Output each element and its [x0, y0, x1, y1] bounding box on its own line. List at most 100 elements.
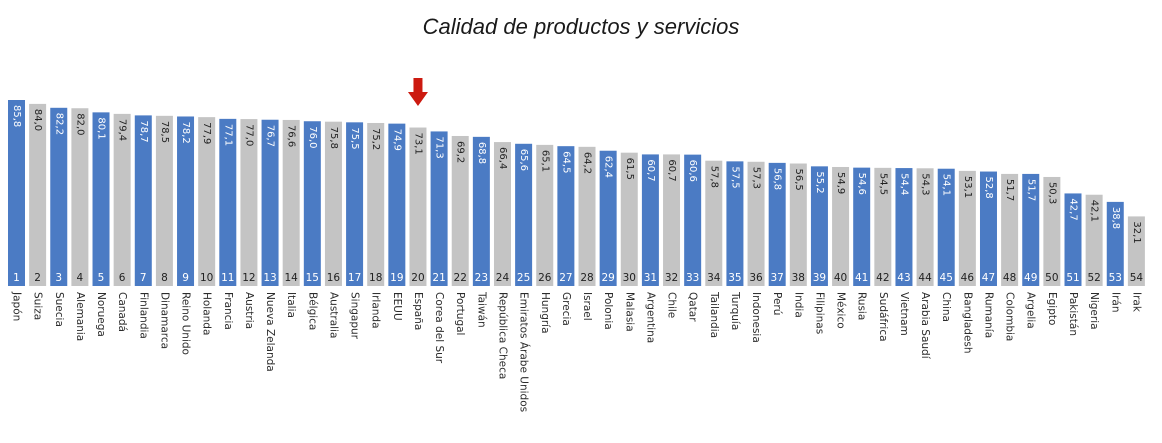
category-label: Corea del Sur [433, 292, 445, 364]
category-label: Qatar [687, 292, 699, 322]
bar [768, 162, 786, 286]
bar [641, 154, 659, 286]
category-label: Emiratos Árabe Unidos [518, 292, 531, 412]
bar [451, 135, 469, 286]
bar [240, 119, 258, 286]
bar [515, 143, 533, 286]
chart-title: Calidad de productos y servicios [422, 14, 740, 39]
value-label: 54,9 [835, 172, 846, 194]
value-label: 55,2 [814, 171, 825, 193]
rank-label: 35 [728, 272, 741, 284]
value-label: 50,3 [1046, 182, 1057, 204]
rank-label: 46 [961, 272, 975, 284]
category-label: Irán [1109, 292, 1121, 313]
rank-label: 1 [13, 272, 20, 284]
value-label: 32,1 [1131, 221, 1142, 243]
bar [726, 161, 744, 286]
rank-label: 38 [792, 272, 805, 284]
bar [895, 168, 913, 286]
rank-label: 18 [369, 272, 382, 284]
rank-label: 37 [770, 272, 783, 284]
rank-label: 2 [34, 272, 41, 284]
category-label: Hungría [539, 292, 551, 334]
rank-label: 10 [200, 272, 213, 284]
rank-label: 49 [1024, 272, 1037, 284]
category-label: Australia [327, 292, 339, 338]
bar [388, 123, 406, 286]
bar [874, 167, 892, 286]
rank-label: 6 [119, 272, 126, 284]
rank-label: 23 [475, 272, 488, 284]
rank-label: 17 [348, 272, 361, 284]
rank-label: 13 [263, 272, 276, 284]
bar [71, 108, 89, 287]
rank-label: 9 [182, 272, 189, 284]
rank-label: 39 [813, 272, 826, 284]
bar [1001, 173, 1019, 286]
bar [92, 112, 110, 286]
rank-label: 47 [982, 272, 995, 284]
rank-label: 20 [411, 272, 424, 284]
value-label: 57,5 [729, 166, 740, 188]
value-label: 69,2 [455, 141, 466, 163]
value-label: 56,8 [772, 168, 783, 190]
value-label: 54,5 [877, 173, 888, 195]
value-label: 56,5 [793, 169, 804, 191]
rank-label: 40 [834, 272, 847, 284]
value-label: 66,4 [497, 147, 508, 169]
rank-label: 54 [1130, 272, 1144, 284]
value-label: 75,8 [328, 127, 339, 149]
rank-label: 12 [242, 272, 255, 284]
rank-label: 36 [749, 272, 763, 284]
value-label: 85,8 [11, 105, 22, 127]
bar [620, 152, 638, 286]
category-label: México [835, 292, 847, 329]
value-label: 65,6 [518, 149, 529, 171]
bar [367, 122, 385, 286]
category-label: Pakistán [1067, 292, 1079, 336]
category-label: Irak [1130, 292, 1142, 313]
rank-label: 32 [665, 272, 678, 284]
category-label: Arabia Saudí [919, 292, 931, 360]
bar [1085, 194, 1103, 286]
rank-label: 52 [1087, 272, 1100, 284]
bar [979, 171, 997, 286]
value-label: 78,7 [138, 120, 149, 142]
value-label: 77,9 [201, 122, 212, 144]
rank-label: 15 [306, 272, 319, 284]
bar [8, 100, 25, 286]
bar [261, 119, 279, 286]
value-label: 75,2 [370, 128, 381, 150]
rank-label: 28 [580, 272, 593, 284]
category-label: Suecia [53, 292, 65, 327]
value-label: 82,2 [53, 113, 64, 135]
value-label: 51,7 [1004, 179, 1015, 201]
category-label: Bangladesh [961, 292, 973, 354]
rank-label: 11 [221, 272, 234, 284]
bar [50, 107, 68, 286]
value-label: 54,3 [920, 173, 931, 195]
bar [937, 168, 955, 286]
bar [29, 103, 47, 287]
category-label: Rusia [856, 292, 868, 320]
value-label: 75,5 [349, 127, 360, 149]
bar [1022, 173, 1040, 286]
rank-label: 24 [496, 272, 510, 284]
bar [1106, 201, 1124, 286]
bar [198, 117, 216, 286]
rank-label: 25 [517, 272, 530, 284]
category-label: Tailandia [708, 291, 720, 338]
category-label: Bélgica [306, 292, 318, 330]
value-label: 84,0 [32, 109, 43, 131]
bar [684, 154, 702, 286]
bar [113, 113, 131, 287]
rank-label: 45 [940, 272, 953, 284]
value-label: 77,1 [222, 124, 233, 146]
value-label: 76,6 [286, 125, 297, 147]
category-label: Argentina [644, 292, 656, 343]
value-label: 76,0 [307, 126, 318, 148]
category-label: EEUU [391, 292, 403, 321]
category-label: Argelia [1025, 292, 1037, 329]
value-label: 80,1 [96, 117, 107, 139]
category-label: Noruega [95, 292, 107, 337]
